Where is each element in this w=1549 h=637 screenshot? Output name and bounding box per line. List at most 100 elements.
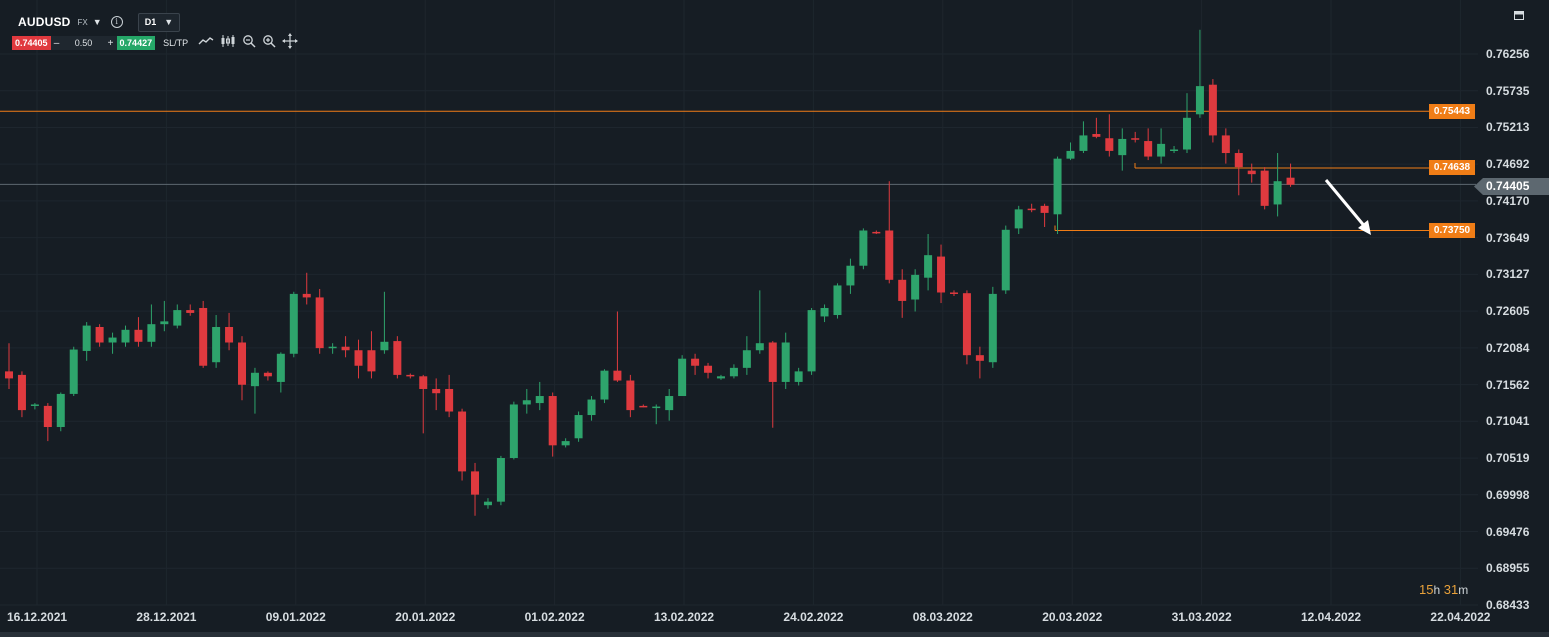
arrow-shaft bbox=[1324, 179, 1368, 229]
countdown-hours: 15 bbox=[1419, 582, 1434, 597]
candle-body bbox=[962, 293, 971, 356]
price-axis-label: 0.75213 bbox=[1486, 120, 1530, 135]
price-axis-label: 0.76256 bbox=[1486, 47, 1530, 61]
increase-quantity-button[interactable]: + bbox=[107, 37, 114, 49]
candle bbox=[1260, 167, 1269, 210]
candle bbox=[212, 315, 221, 368]
info-icon[interactable]: i bbox=[110, 16, 123, 28]
candle-body bbox=[1286, 177, 1295, 185]
candle-body bbox=[496, 458, 505, 502]
buy-button[interactable]: 0.74427 bbox=[116, 36, 156, 50]
candle-body bbox=[833, 285, 842, 316]
level-price-tag[interactable]: 0.75443 bbox=[1429, 103, 1475, 119]
candle-body bbox=[509, 404, 518, 459]
candle-body bbox=[1066, 150, 1075, 159]
timeframe-select[interactable]: D1 ▼ bbox=[137, 12, 181, 32]
candle bbox=[859, 228, 868, 270]
price-axis-label: 0.73649 bbox=[1486, 230, 1530, 245]
candle bbox=[665, 388, 674, 421]
symbol-dropdown-icon[interactable]: ▼ bbox=[92, 17, 102, 27]
candle bbox=[1131, 131, 1140, 143]
candle bbox=[652, 404, 661, 425]
candle bbox=[30, 403, 39, 410]
line-chart-icon[interactable] bbox=[198, 34, 214, 52]
candle-body bbox=[1027, 208, 1036, 211]
level-price-tag[interactable]: 0.74638 bbox=[1429, 160, 1475, 176]
quantity-input[interactable]: 0.50 bbox=[74, 38, 93, 48]
level-price-tag[interactable]: 0.73750 bbox=[1429, 223, 1475, 238]
candle-body bbox=[82, 325, 91, 351]
candle-body bbox=[742, 350, 751, 368]
move-icon[interactable] bbox=[282, 32, 299, 54]
candle bbox=[1286, 163, 1295, 187]
candle bbox=[1170, 145, 1179, 154]
candle bbox=[173, 304, 182, 329]
candle bbox=[1027, 203, 1036, 213]
candle bbox=[1118, 128, 1127, 171]
candle bbox=[445, 374, 454, 418]
candle bbox=[1195, 29, 1204, 118]
date-axis-label: 16.12.2021 bbox=[7, 610, 68, 624]
candle-body bbox=[574, 415, 583, 439]
candle-body bbox=[419, 376, 428, 389]
candle-body bbox=[147, 324, 156, 342]
candle bbox=[134, 317, 143, 347]
zoom-out-icon[interactable] bbox=[242, 34, 256, 53]
candle-body bbox=[872, 231, 881, 234]
candle-body bbox=[445, 388, 454, 412]
sltp-button[interactable]: SL/TP bbox=[163, 38, 189, 48]
candle-body bbox=[1001, 229, 1010, 291]
price-axis-label: 0.73127 bbox=[1486, 267, 1530, 282]
candle-body bbox=[56, 393, 65, 428]
candle bbox=[1066, 142, 1075, 161]
candlestick-icon[interactable] bbox=[220, 34, 236, 53]
candle-body bbox=[95, 326, 104, 343]
date-axis-label: 13.02.2022 bbox=[654, 610, 715, 624]
candle bbox=[898, 269, 907, 318]
candle bbox=[924, 234, 933, 291]
candle bbox=[574, 411, 583, 442]
market-label: FX bbox=[77, 17, 88, 27]
price-axis-label: 0.71562 bbox=[1486, 377, 1530, 392]
sell-button[interactable]: 0.74405 bbox=[12, 36, 51, 50]
candle-body bbox=[1273, 181, 1282, 205]
arrow-head bbox=[1358, 220, 1371, 235]
candle bbox=[95, 324, 104, 347]
candle-body bbox=[225, 326, 234, 343]
candle bbox=[225, 312, 234, 351]
candle bbox=[691, 353, 700, 375]
candle-body bbox=[69, 349, 78, 394]
candle bbox=[1014, 205, 1023, 235]
date-axis-label: 20.03.2022 bbox=[1042, 610, 1103, 624]
date-axis-label: 24.02.2022 bbox=[783, 610, 844, 624]
candle bbox=[380, 291, 389, 354]
candle bbox=[1040, 203, 1049, 227]
candle-body bbox=[1014, 209, 1023, 229]
candle bbox=[483, 498, 492, 509]
symbol-name[interactable]: AUDUSD bbox=[18, 15, 71, 29]
candle-body bbox=[522, 400, 531, 405]
candle bbox=[289, 291, 298, 358]
candle-body bbox=[43, 405, 52, 428]
candle-body bbox=[1157, 143, 1166, 157]
price-axis-label: 0.68433 bbox=[1486, 598, 1530, 612]
price-axis-label: 0.74692 bbox=[1486, 157, 1530, 172]
candle-body bbox=[380, 341, 389, 351]
candle bbox=[419, 374, 428, 434]
candle bbox=[432, 378, 441, 411]
decrease-quantity-button[interactable]: – bbox=[53, 37, 60, 49]
candle bbox=[587, 396, 596, 421]
candle bbox=[328, 343, 337, 354]
candle bbox=[302, 272, 311, 305]
zoom-in-icon[interactable] bbox=[262, 34, 276, 53]
candle-body bbox=[613, 370, 622, 381]
window-maximize-icon[interactable] bbox=[1514, 7, 1524, 25]
date-axis-label: 20.01.2022 bbox=[395, 610, 456, 624]
candle bbox=[600, 369, 609, 404]
candle-body bbox=[160, 321, 169, 325]
candle-body bbox=[535, 396, 544, 404]
candle bbox=[406, 373, 415, 379]
candle-body bbox=[937, 256, 946, 293]
candle bbox=[975, 346, 984, 379]
